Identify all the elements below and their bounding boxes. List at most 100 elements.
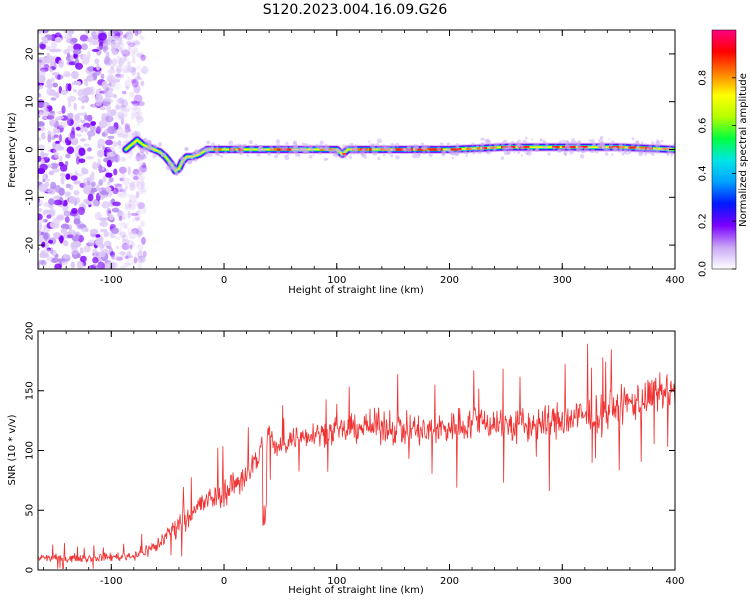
heatmap-noise-cell <box>134 156 143 160</box>
heatmap-noise-cell <box>142 162 146 169</box>
heatmap-noise-cell <box>87 193 94 202</box>
heatmap-noise-cell <box>47 112 56 117</box>
heatmap-ridge-peak <box>450 148 462 151</box>
heatmap-noise-cell <box>105 261 115 269</box>
heatmap-noise-cell <box>135 53 145 58</box>
heatmap-noise-cell <box>122 239 130 245</box>
heatmap-ridge-fuzz <box>182 161 186 165</box>
heatmap-ridge-fuzz <box>368 140 371 143</box>
heatmap-ridge-fuzz <box>525 151 529 156</box>
heatmap-ridge-fuzz <box>354 147 358 151</box>
heatmap-noise-cell <box>72 49 82 55</box>
colorbar-bar <box>711 29 737 270</box>
heatmap-noise-cell <box>118 222 127 229</box>
heatmap-ridge-fuzz <box>642 148 646 152</box>
heatmap-noise-cell <box>129 151 134 155</box>
heatmap-noise-cell <box>126 255 134 259</box>
heatmap-ridge-fuzz <box>152 153 157 159</box>
heatmap-noise-cell <box>73 218 81 225</box>
heatmap-noise-cell <box>136 101 145 106</box>
heatmap-ridge-fuzz <box>389 154 394 158</box>
heatmap-noise-cell <box>136 116 144 123</box>
heatmap-noise-cell <box>63 240 69 246</box>
heatmap-ridge-fuzz <box>208 152 213 157</box>
heatmap-noise-cell <box>122 188 127 195</box>
heatmap-noise-cell <box>118 35 123 45</box>
heatmap-noise-cell <box>39 43 46 50</box>
heatmap-ridge-fuzz <box>422 144 427 150</box>
heatmap-noise-cell <box>38 208 43 212</box>
heatmap-ridge-peak <box>567 145 576 149</box>
heatmap-ridge-fuzz <box>371 146 377 152</box>
heatmap-ridge-fuzz <box>446 147 451 152</box>
heatmap-ridge-fuzz <box>451 150 456 156</box>
heatmap-ridge-fuzz <box>584 147 589 152</box>
heatmap-noise-cell <box>121 112 128 118</box>
heatmap-noise-cell <box>38 121 45 128</box>
heatmap-noise-cell <box>82 122 91 129</box>
heatmap-ridge-fuzz <box>500 156 505 160</box>
heatmap-noise-cell <box>120 114 125 121</box>
heatmap-ridge-fuzz <box>220 154 224 158</box>
heatmap-noise-cell <box>108 82 112 87</box>
heatmap-ridge-fuzz <box>179 168 182 172</box>
heatmap-noise-cell <box>139 164 148 173</box>
heatmap-noise-cell <box>127 128 132 132</box>
heatmap-ridge-fuzz <box>204 152 210 158</box>
heatmap-ridge <box>121 132 675 176</box>
snr-x-ticks: -100 0 100 200 300 400 <box>43 331 685 587</box>
heatmap-noise-cell <box>38 259 46 265</box>
heatmap-noise-cell <box>138 205 147 214</box>
colorbar-tick-label: 0.2 <box>698 213 709 229</box>
heatmap-noise-cell <box>139 255 145 262</box>
heatmap-ridge-fuzz <box>395 154 400 160</box>
heatmap-noise-cell <box>64 191 70 198</box>
heatmap-noise-cell <box>139 35 145 40</box>
heatmap-noise-cell <box>139 54 148 58</box>
heatmap-ridge-fuzz <box>656 149 661 154</box>
heatmap-ridge-fuzz <box>284 155 290 161</box>
heatmap-ridge-fuzz <box>469 146 474 151</box>
heatmap-noise-cell <box>135 216 141 221</box>
heatmap-noise-cell <box>52 82 59 88</box>
heatmap-noise-cell <box>137 206 141 211</box>
heatmap-ridge-fuzz <box>485 151 489 154</box>
heatmap-noise-cell <box>81 56 90 65</box>
heatmap-ridge-fuzz <box>242 144 246 148</box>
heatmap-noise-cell <box>64 216 70 223</box>
heatmap-noise-cell <box>49 67 53 73</box>
heatmap-noise-cell <box>135 111 143 116</box>
heatmap-noise-cell <box>71 250 80 255</box>
heatmap-noise-cell <box>112 35 120 42</box>
heatmap-noise-cell <box>124 123 131 130</box>
heatmap-ridge-fuzz <box>613 146 619 152</box>
heatmap-noise-cell <box>141 236 146 245</box>
heatmap-noise-cell <box>38 167 46 175</box>
heatmap-ridge-fuzz <box>638 148 642 151</box>
heatmap-noise-cell <box>137 155 144 163</box>
heatmap-noise-cell <box>113 183 123 187</box>
heatmap-noise-cell <box>131 101 141 106</box>
heatmap-noise-cell <box>54 36 62 43</box>
heatmap-noise-cell <box>80 105 85 110</box>
heatmap-noise-cell <box>52 148 58 155</box>
heatmap-noise-cell <box>131 67 137 77</box>
heatmap-noise-cell <box>55 140 60 145</box>
heatmap-noise-cell <box>124 205 131 212</box>
heatmap-noise-cell <box>111 30 119 34</box>
heatmap-ridge-fuzz <box>394 142 400 148</box>
heatmap-noise-cell <box>120 48 129 55</box>
heatmap-noise-cell <box>135 152 141 162</box>
heatmap-ridge-fuzz <box>263 147 267 152</box>
heatmap-ridge-fuzz <box>295 153 299 157</box>
heatmap-noise-cell <box>115 55 122 64</box>
heatmap-noise-cell <box>53 134 59 139</box>
heatmap-noise-cell <box>84 114 89 121</box>
heatmap-ridge-peak <box>638 146 650 150</box>
heatmap-noise-cell <box>116 209 125 218</box>
heatmap-noise-cell <box>115 68 121 76</box>
heatmap-noise-cell <box>124 32 134 41</box>
heatmap-noise-cell <box>69 37 77 45</box>
heatmap-noise-cell <box>131 79 139 88</box>
heatmap-noise-cell <box>137 51 144 57</box>
